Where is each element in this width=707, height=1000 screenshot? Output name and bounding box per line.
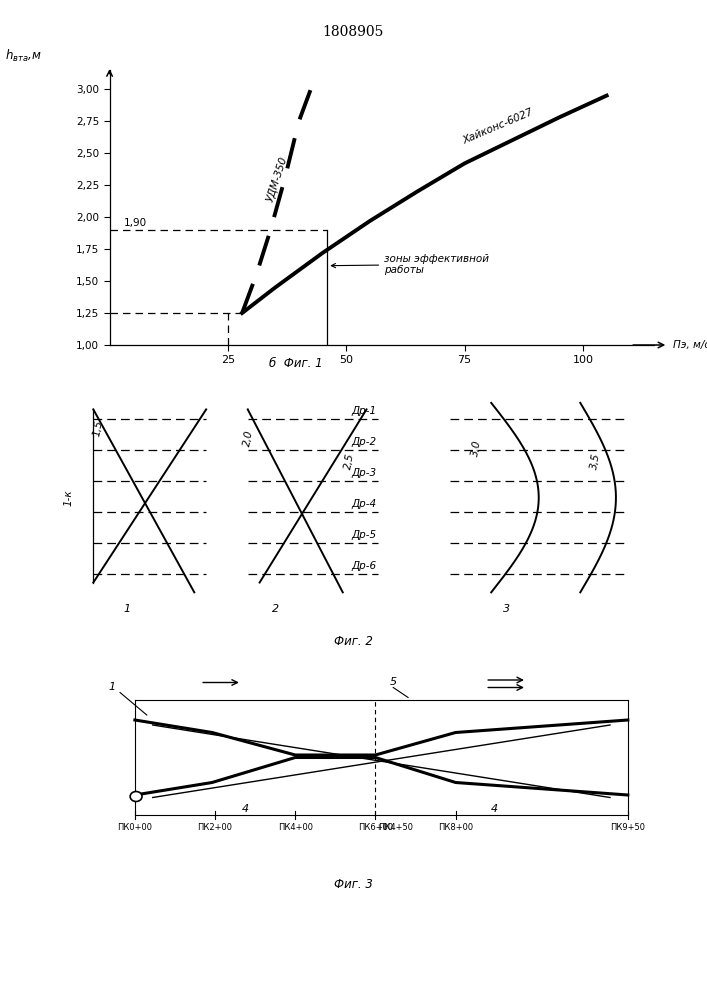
Text: 1: 1 — [123, 604, 130, 614]
Text: 1,90: 1,90 — [124, 218, 147, 228]
Text: Пэ, м/ооо: Пэ, м/ооо — [673, 340, 707, 350]
Text: ПК4+50: ПК4+50 — [378, 822, 414, 832]
Text: зоны эффективной
работы: зоны эффективной работы — [332, 254, 489, 275]
Text: 2: 2 — [271, 604, 279, 614]
Text: Др-6: Др-6 — [351, 561, 377, 571]
Text: 3,5: 3,5 — [589, 452, 602, 470]
Text: Др-2: Др-2 — [351, 437, 377, 447]
Text: 4: 4 — [491, 804, 498, 814]
Text: Хайконс-6027: Хайконс-6027 — [461, 107, 534, 146]
Circle shape — [130, 792, 142, 802]
Text: ПК6+00: ПК6+00 — [358, 822, 393, 832]
Text: 2,0: 2,0 — [242, 429, 255, 447]
Text: Др-3: Др-3 — [351, 468, 377, 478]
Text: Др-4: Др-4 — [351, 499, 377, 509]
Text: $h_{вта}$,м: $h_{вта}$,м — [6, 48, 42, 64]
Text: б  Фиг. 1: б Фиг. 1 — [269, 357, 322, 370]
Text: ПК9+50: ПК9+50 — [610, 822, 645, 832]
Text: ПК4+00: ПК4+00 — [278, 822, 312, 832]
Text: Др-5: Др-5 — [351, 530, 377, 540]
Text: Др-1: Др-1 — [351, 406, 377, 416]
Text: ПК8+00: ПК8+00 — [438, 822, 473, 832]
Text: 1: 1 — [108, 682, 115, 692]
Text: 1-к: 1-к — [64, 489, 74, 506]
Text: Фиг. 3: Фиг. 3 — [334, 878, 373, 891]
Text: 3,0: 3,0 — [470, 439, 483, 457]
Text: 1808905: 1808905 — [323, 25, 384, 39]
Text: 1,5: 1,5 — [92, 420, 105, 438]
Text: 5: 5 — [390, 677, 397, 687]
Text: ПК2+00: ПК2+00 — [197, 822, 233, 832]
Text: ПК0+00: ПК0+00 — [117, 822, 153, 832]
Text: 3: 3 — [503, 604, 510, 614]
Text: Фиг. 2: Фиг. 2 — [334, 635, 373, 648]
Text: УДМ-350: УДМ-350 — [266, 155, 290, 203]
Text: 4: 4 — [242, 804, 249, 814]
Text: 2,5: 2,5 — [343, 452, 356, 470]
